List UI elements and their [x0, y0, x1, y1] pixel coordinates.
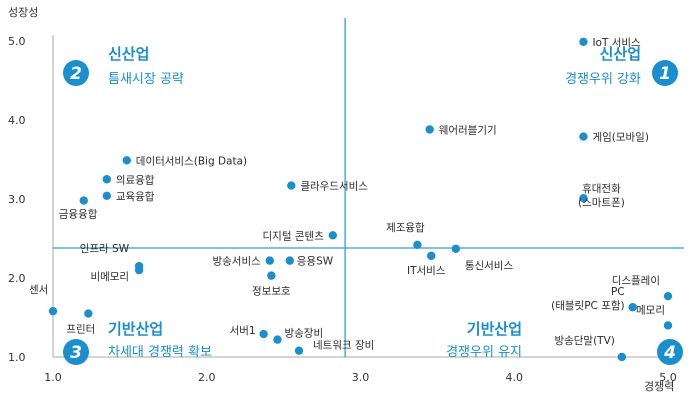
x-tick-label: 5.0 — [659, 371, 677, 384]
data-point-label: 금융융합 — [59, 209, 98, 221]
data-point-label: 방송장비 — [284, 328, 323, 340]
quadrant-subtitle: 차세대 경쟁력 확보 — [108, 345, 212, 360]
data-point-label: 응용SW — [297, 256, 334, 268]
data-point-label: 정보보호 — [252, 286, 291, 298]
quadrant-subtitle: 틈새시장 공략 — [108, 72, 184, 87]
data-point-label: 제조융합 — [386, 222, 425, 234]
data-point-label: PC (태블릿PC 포함) — [551, 286, 625, 312]
data-point-label: 비메모리 — [90, 271, 129, 283]
data-point-label: 프린터 — [66, 324, 95, 336]
data-point-marker — [102, 191, 112, 201]
data-point-marker — [79, 196, 88, 205]
data-point-marker — [84, 309, 93, 318]
y-tick-label: 3.0 — [8, 193, 26, 206]
x-axis-title: 경쟁력 — [644, 380, 674, 393]
data-point-label: 클라우드서비스 — [300, 181, 368, 193]
data-point-label: 디지털 콘텐츠 — [263, 230, 325, 242]
quadrant-title: 신산업 — [108, 45, 149, 63]
data-point-label: 휴대전화 (스마트폰) — [578, 183, 625, 209]
quadrant-number-badge — [652, 60, 678, 86]
data-point-marker — [328, 231, 338, 240]
data-point-label: 메모리 — [636, 304, 665, 316]
data-point-label: 웨어러블기기 — [439, 124, 497, 136]
data-point-label: 통신서비스 — [465, 260, 514, 272]
quadrant-number: 4 — [663, 343, 676, 363]
quadrant-title: 신산업 — [600, 45, 641, 63]
data-point-marker — [451, 244, 461, 253]
quadrant-title: 기반산업 — [467, 320, 522, 338]
quadrant-number-badge — [63, 60, 89, 86]
data-point-marker — [265, 256, 274, 265]
y-tick-label: 1.0 — [8, 351, 26, 364]
data-point-marker — [102, 175, 112, 184]
data-point-marker — [628, 303, 637, 312]
data-point-label: 게임(모바일) — [592, 131, 649, 144]
data-point-marker — [287, 181, 296, 190]
data-point-label: IT서비스 — [407, 265, 446, 277]
quadrant-number-badge — [63, 339, 89, 365]
quadrant-subtitle: 경쟁우위 유지 — [446, 345, 522, 360]
x-tick-label: 1.0 — [44, 371, 62, 384]
data-point-marker — [427, 251, 436, 261]
data-point-label: 디스플레이 — [612, 275, 660, 287]
quadrant-title: 기반산업 — [108, 320, 163, 338]
data-point-marker — [579, 194, 588, 203]
data-point-label: IoT 서비스 — [592, 37, 641, 49]
data-point-marker — [413, 240, 422, 250]
data-point-label: 네트워크 장비 — [313, 339, 374, 352]
y-tick-label: 5.0 — [8, 35, 26, 48]
data-point-marker — [122, 156, 131, 165]
data-point-label: 의료융합 — [116, 174, 155, 186]
data-point-label: 방송서비스 — [212, 256, 261, 268]
data-point-label: 데이터서비스(Big Data) — [136, 155, 247, 167]
data-point-label: 인프라 SW — [80, 243, 130, 255]
data-point-marker — [663, 321, 673, 330]
y-tick-label: 4.0 — [8, 114, 26, 127]
data-point-label: 교육융합 — [116, 191, 155, 203]
x-tick-label: 3.0 — [352, 371, 370, 384]
x-tick-label: 4.0 — [506, 371, 524, 384]
data-point-marker — [579, 132, 588, 141]
data-point-marker — [294, 346, 304, 355]
data-point-label: 서버1 — [230, 325, 256, 337]
data-point-marker — [579, 37, 588, 46]
quadrant-subtitle: 경쟁우위 강화 — [565, 72, 641, 87]
data-point-marker — [617, 352, 627, 362]
x-tick-label: 2.0 — [198, 371, 216, 384]
data-point-marker — [285, 256, 294, 265]
data-point-marker — [267, 271, 276, 280]
quadrant-number: 3 — [70, 343, 82, 363]
y-tick-label: 2.0 — [8, 272, 26, 285]
data-point-marker — [134, 265, 144, 275]
data-point-marker — [48, 306, 58, 316]
data-point-marker — [273, 335, 282, 344]
data-point-marker — [259, 329, 268, 339]
quadrant-number: 2 — [70, 64, 82, 84]
y-axis-title: 성장성 — [8, 6, 38, 19]
data-point-marker — [663, 291, 673, 301]
data-point-label: 센서 — [29, 284, 48, 296]
data-point-marker — [425, 125, 434, 134]
quadrant-number: 1 — [659, 64, 671, 84]
data-point-label: 방송단말(TV) — [554, 335, 614, 347]
quadrant-number-badge — [657, 339, 683, 365]
